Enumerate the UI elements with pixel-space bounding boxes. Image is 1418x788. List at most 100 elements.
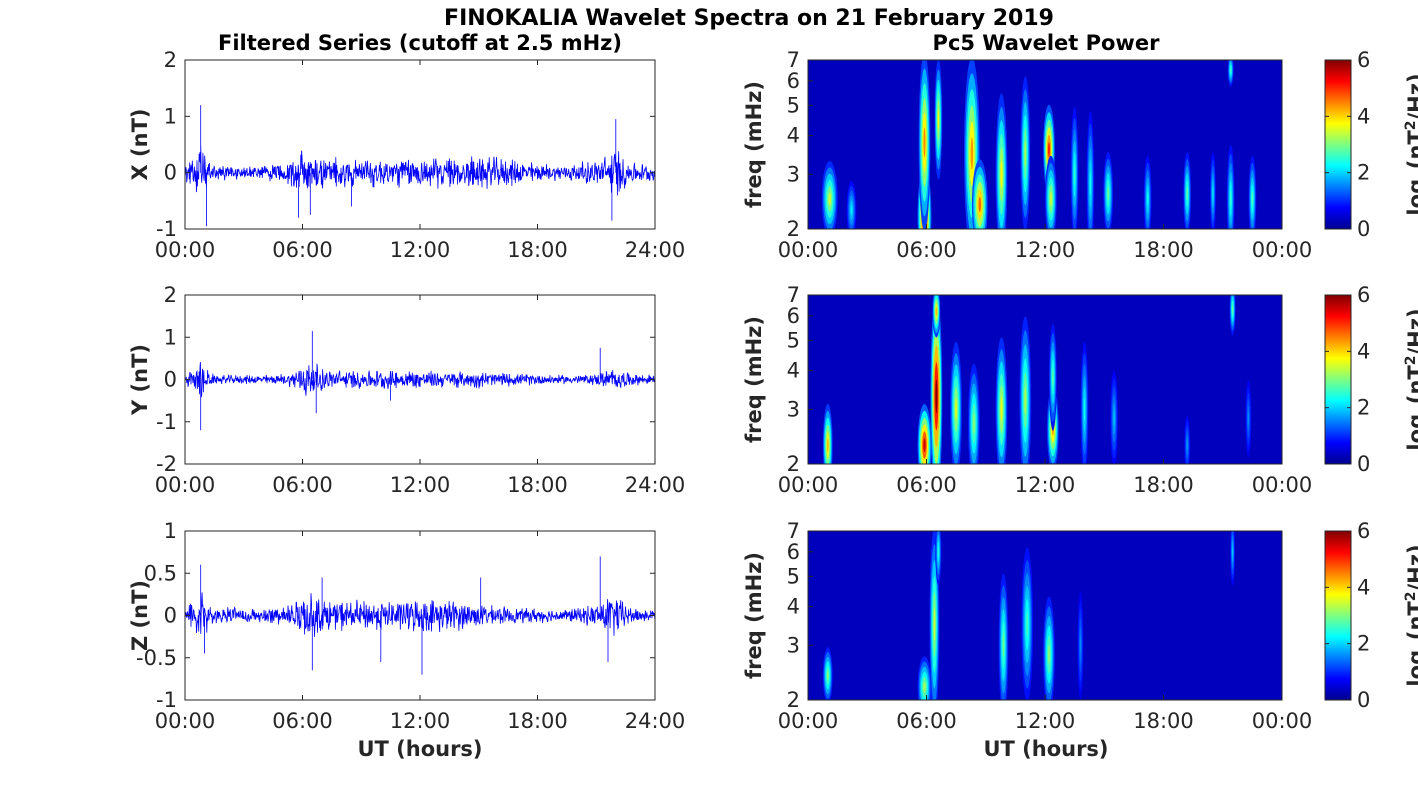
x-tick-label: 12:00 (390, 473, 451, 497)
x-tick-label: 00:00 (1252, 709, 1313, 733)
x-tick-label: 00:00 (155, 473, 216, 497)
power-blob (935, 379, 938, 414)
y-tick-label: 0 (164, 161, 177, 185)
y-axis-label: X (nT) (128, 109, 152, 181)
y-tick-label: 6 (787, 304, 800, 328)
colorbar: 0 2 4 6 log2(nT2/Hz) (1324, 519, 1418, 712)
series-line (184, 330, 656, 431)
y-axis-label: Y (nT) (128, 344, 152, 416)
colorbar-tick-label: 0 (1357, 217, 1370, 241)
x-tick-label: 06:00 (896, 709, 957, 733)
power-blob (1212, 186, 1214, 201)
power-blob (1107, 186, 1109, 201)
x-tick-label: 00:00 (1252, 238, 1313, 262)
power-blob (937, 109, 940, 130)
x-tick-label: 06:00 (896, 238, 957, 262)
colorbar-tick-label: 4 (1357, 104, 1370, 128)
x-tick-label: 18:00 (507, 473, 568, 497)
left-xlabel: UT (hours) (357, 737, 482, 761)
y-tick-label: 1 (164, 104, 177, 128)
colorbar-tick-label: 6 (1357, 519, 1370, 543)
power-blob (1186, 440, 1188, 450)
heatmap-cells (822, 531, 1235, 700)
colorbar-tick-label: 0 (1357, 452, 1370, 476)
power-blob (978, 196, 982, 212)
y-tick-label: -1 (156, 688, 177, 712)
y-tick-label: 1 (164, 519, 177, 543)
power-blob (923, 127, 926, 158)
power-blob (1052, 368, 1054, 387)
colorbar: 0 2 4 6 log2(nT2/Hz) (1324, 48, 1418, 241)
heatmap-cells (821, 60, 1257, 229)
power-blob (1073, 163, 1076, 186)
colorbar-gradient (1324, 530, 1352, 701)
colorbar-label: log2(nT2/Hz) (1403, 544, 1418, 686)
y-tick-label: 2 (787, 452, 800, 476)
y-tick-label: -2 (156, 452, 177, 476)
y-tick-label: 3 (787, 633, 800, 657)
y-tick-label: 5 (787, 564, 800, 588)
power-blob (827, 438, 829, 452)
y-tick-label: 2 (164, 48, 177, 72)
power-blob (1113, 410, 1115, 427)
x-tick-label: 24:00 (625, 709, 686, 733)
x-tick-label: 24:00 (625, 473, 686, 497)
y-tick-label: 2 (787, 688, 800, 712)
power-blob (933, 608, 936, 641)
power-blob (1083, 398, 1086, 421)
colorbar-tick-label: 6 (1357, 48, 1370, 72)
power-blob (850, 205, 853, 216)
series-line (184, 105, 656, 227)
colorbar-tick-label: 2 (1357, 161, 1370, 185)
y-tick-label: 0 (164, 604, 177, 628)
x-tick-label: 06:00 (896, 473, 957, 497)
power-blob (828, 192, 831, 206)
power-blob (1026, 611, 1029, 638)
x-tick-label: 18:00 (507, 238, 568, 262)
y-tick-label: 7 (787, 519, 800, 543)
y-tick-label: 6 (787, 540, 800, 564)
power-blob (923, 682, 926, 693)
y-tick-label: -0.5 (136, 646, 177, 670)
x-tick-label: 12:00 (1015, 709, 1076, 733)
y-tick-label: 4 (787, 123, 800, 147)
power-blob (1024, 140, 1027, 167)
y-tick-label: 3 (787, 397, 800, 421)
y-tick-label: 4 (787, 594, 800, 618)
y-tick-label: 0.5 (144, 561, 177, 585)
x-tick-label: 00:00 (778, 709, 839, 733)
figure-title: FINOKALIA Wavelet Spectra on 21 February… (444, 6, 1054, 31)
x-tick-label: 06:00 (272, 473, 333, 497)
right-column-title: Pc5 Wavelet Power (933, 31, 1161, 55)
colorbar-gradient (1324, 294, 1352, 465)
x-tick-label: 12:00 (390, 238, 451, 262)
x-tick-label: 00:00 (778, 473, 839, 497)
power-blob (1048, 142, 1050, 158)
colorbar-label: log2(nT2/Hz) (1403, 308, 1418, 450)
y-tick-label: 7 (787, 48, 800, 72)
left-column-title: Filtered Series (cutoff at 2.5 mHz) (218, 31, 622, 55)
colorbar-tick-label: 4 (1357, 339, 1370, 363)
right-xlabel: UT (hours) (983, 737, 1108, 761)
y-tick-label: -1 (156, 217, 177, 241)
x-tick-label: 00:00 (155, 709, 216, 733)
power-blob (937, 546, 939, 558)
power-blob (970, 137, 974, 170)
power-blob (827, 670, 829, 681)
x-tick-label: 18:00 (1133, 709, 1194, 733)
y-tick-label: 0 (164, 368, 177, 392)
x-tick-label: 12:00 (1015, 473, 1076, 497)
y-tick-label: 1 (164, 325, 177, 349)
colorbar: 0 2 4 6 log2(nT2/Hz) (1324, 283, 1418, 476)
power-blob (1230, 189, 1232, 208)
y-tick-label: 4 (787, 358, 800, 382)
colorbar-tick-label: 4 (1357, 575, 1370, 599)
power-blob (1147, 191, 1149, 207)
x-tick-label: 00:00 (155, 238, 216, 262)
x-tick-label: 18:00 (1133, 473, 1194, 497)
x-tick-label: 12:00 (390, 709, 451, 733)
y-tick-label: 2 (787, 217, 800, 241)
